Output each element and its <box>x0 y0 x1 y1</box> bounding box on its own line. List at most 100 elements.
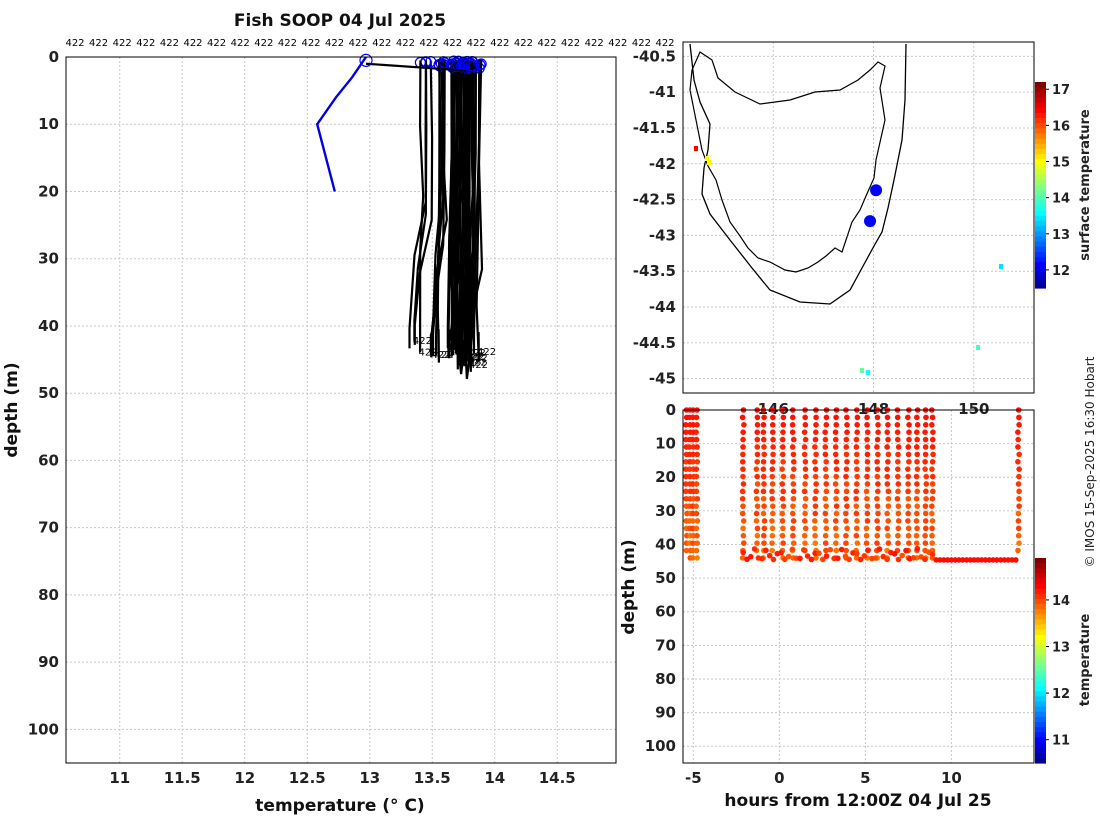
scatter-point <box>905 481 911 487</box>
scatter-point <box>895 556 902 563</box>
scatter-point <box>1015 510 1022 517</box>
scatter-point <box>790 436 797 443</box>
figure-title: Fish SOOP 04 Jul 2025 <box>234 11 446 31</box>
scatter-point <box>802 436 809 443</box>
scatter-point <box>822 532 829 539</box>
scatter-point <box>823 503 829 509</box>
scatter-point <box>910 555 917 561</box>
scatter-point <box>760 421 767 428</box>
scatter-point <box>801 488 808 495</box>
y-tick-label: 0 <box>49 48 59 66</box>
colorbar-swatch <box>1035 757 1046 764</box>
bottom-label: 422 <box>413 336 432 347</box>
y-tick-label: 40 <box>655 535 676 553</box>
scatter-point <box>922 556 928 563</box>
colorbar-tick-label: 12 <box>1052 264 1070 279</box>
top-label: 422 <box>443 38 462 49</box>
colorbar-swatch <box>1035 102 1046 109</box>
colorbar-swatch <box>1035 221 1046 227</box>
scatter-point <box>844 458 850 465</box>
scatter-point <box>760 495 767 502</box>
colorbar-swatch <box>1035 670 1046 677</box>
scatter-point <box>843 488 850 495</box>
scatter-point <box>832 429 839 435</box>
top-label: 422 <box>655 38 674 49</box>
colorbar-swatch <box>1035 691 1046 697</box>
station-marker <box>870 184 883 197</box>
scatter-point <box>739 488 746 495</box>
scatter-point <box>694 540 700 546</box>
scatter-point <box>822 429 828 435</box>
scatter-point <box>683 495 689 502</box>
scatter-point <box>929 510 935 517</box>
scatter-point <box>769 421 776 428</box>
y-axis-label: depth (m) <box>619 539 639 634</box>
scatter-point <box>816 550 822 556</box>
scatter-point <box>1015 525 1022 532</box>
colorbar-swatch <box>1035 123 1046 129</box>
lat-tick-label: -41 <box>649 83 676 101</box>
scatter-point <box>875 421 881 428</box>
scatter-point <box>693 414 700 421</box>
scatter-point <box>761 503 767 509</box>
scatter-point <box>853 532 860 539</box>
bottom-label: 422 <box>463 352 482 363</box>
scatter-point <box>923 495 929 502</box>
scatter-point <box>833 473 840 480</box>
scatter-point <box>761 525 768 532</box>
colorbar-swatch <box>1035 236 1046 243</box>
scatter-point <box>914 458 920 465</box>
scatter-point <box>822 444 829 450</box>
scatter-point <box>801 444 808 450</box>
scatter-point <box>760 532 767 539</box>
scatter-point <box>875 525 881 532</box>
scatter-point <box>906 421 912 428</box>
scatter-point <box>753 510 760 517</box>
scatter-point <box>843 532 849 539</box>
colorbar-swatch <box>1035 619 1046 626</box>
scatter-point <box>822 451 829 458</box>
scatter-point <box>770 458 776 465</box>
top-label: 422 <box>136 38 155 49</box>
scatter-point <box>842 553 849 560</box>
scatter-point <box>779 532 786 539</box>
scatter-point <box>802 540 808 546</box>
scatter-point <box>813 488 819 495</box>
scatter-point <box>686 466 693 472</box>
colorbar-swatch <box>1035 747 1046 754</box>
scatter-point <box>864 473 870 480</box>
x-tick-label: 14.5 <box>539 769 576 787</box>
scatter-point <box>780 525 786 532</box>
colorbar-swatch <box>1035 128 1046 135</box>
scatter-point <box>874 532 881 539</box>
y-tick-label: 70 <box>655 636 676 654</box>
scatter-point <box>812 532 818 539</box>
colorbar-swatch <box>1035 174 1046 181</box>
scatter-point <box>906 436 912 443</box>
scatter-point <box>1016 421 1022 428</box>
scatter-point <box>885 436 891 443</box>
scatter-point <box>884 481 891 487</box>
scatter-point <box>884 444 890 450</box>
scatter-point <box>914 436 920 443</box>
scatter-point <box>687 473 693 480</box>
scatter-point <box>693 466 700 472</box>
temperature-profile <box>408 60 428 349</box>
scatter-point <box>740 481 747 487</box>
bottom-label: 422 <box>477 347 496 358</box>
colorbar-swatch <box>1035 634 1046 641</box>
scatter-point <box>812 458 818 465</box>
scatter-point <box>833 414 839 421</box>
scatter-point <box>683 458 689 465</box>
scatter-point <box>874 458 880 465</box>
scatter-point <box>812 466 819 472</box>
scatter-point <box>844 429 850 435</box>
colorbar-swatch <box>1035 681 1046 687</box>
scatter-point <box>929 481 936 487</box>
y-tick-label: 80 <box>38 586 59 604</box>
scatter-point <box>853 436 860 443</box>
scatter-point <box>789 546 796 553</box>
colorbar-swatch <box>1035 609 1046 615</box>
scatter-point <box>761 451 768 458</box>
scatter-point <box>779 436 786 443</box>
